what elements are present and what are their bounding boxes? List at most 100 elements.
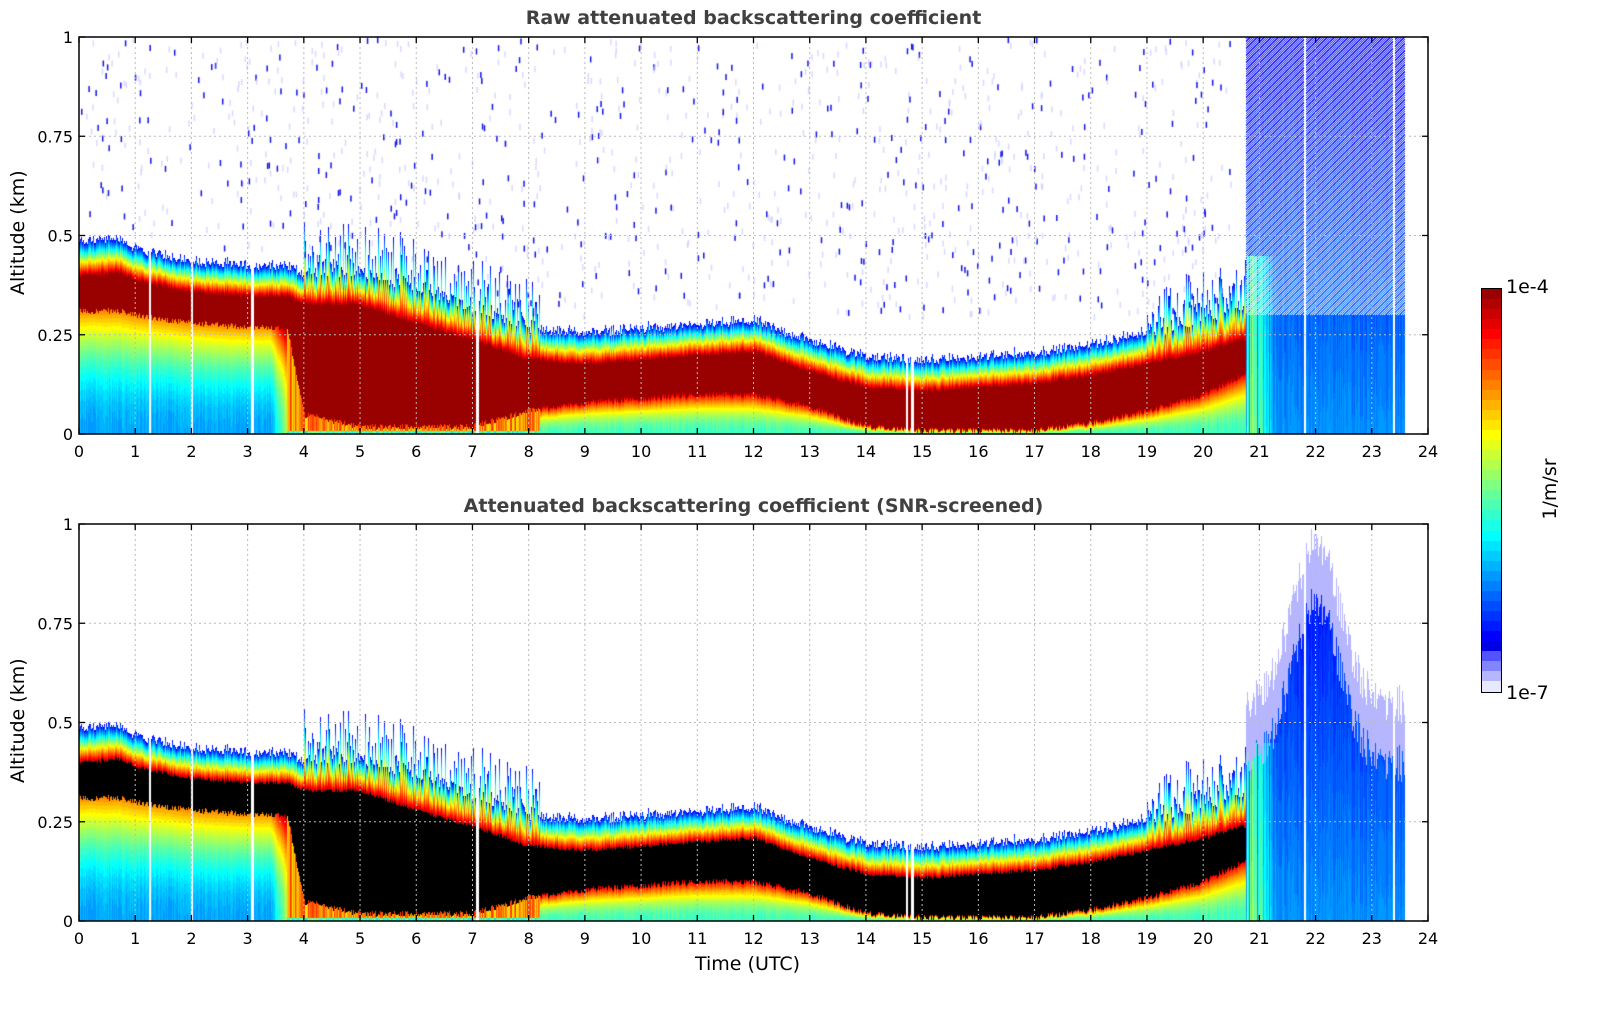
colorbar-step: [1482, 299, 1501, 310]
colorbar-step: [1482, 359, 1501, 370]
y-tick-label: 0: [63, 912, 73, 931]
x-axis-label: Time (UTC): [695, 953, 801, 975]
colorbar-step: [1482, 600, 1501, 611]
colorbar-step: [1482, 399, 1501, 410]
colorbar-step: [1482, 621, 1501, 632]
colorbar-step: [1482, 580, 1501, 591]
y-tick-label: 1: [63, 28, 73, 47]
x-tick-label: 11: [687, 442, 707, 461]
x-tick-label: 8: [524, 442, 534, 461]
x-tick-label: 14: [856, 929, 876, 948]
x-tick-label: 0: [74, 929, 84, 948]
x-tick-label: 18: [1081, 442, 1101, 461]
x-tick-label: 3: [243, 442, 253, 461]
x-tick-label: 19: [1137, 442, 1157, 461]
x-tick-label: 0: [74, 442, 84, 461]
colorbar-step: [1482, 560, 1501, 571]
colorbar-step: [1482, 570, 1501, 581]
x-tick-label: 1: [130, 929, 140, 948]
x-tick-label: 20: [1193, 929, 1213, 948]
x-tick-label: 24: [1418, 442, 1438, 461]
colorbar-step: [1482, 460, 1501, 471]
y-tick-label: 0.75: [37, 127, 73, 146]
x-tick-label: 13: [800, 929, 820, 948]
colorbar-min-label: 1e-7: [1506, 682, 1549, 704]
colorbar-step: [1482, 490, 1501, 501]
x-tick-label: 23: [1362, 929, 1382, 948]
x-tick-label: 13: [800, 442, 820, 461]
colorbar-step: [1482, 379, 1501, 390]
x-tick-label: 6: [411, 929, 421, 948]
colorbar-step: [1482, 641, 1501, 652]
x-tick-label: 22: [1305, 929, 1325, 948]
x-tick-label: 19: [1137, 929, 1157, 948]
y-tick-label: 0.75: [37, 614, 73, 633]
x-tick-label: 16: [968, 929, 988, 948]
y-tick-label: 0.5: [48, 714, 73, 733]
colorbar-step: [1482, 631, 1501, 642]
colorbar-step: [1482, 369, 1501, 380]
y-tick-label: 1: [63, 515, 73, 534]
x-tick-label: 4: [299, 929, 309, 948]
y-tick-label: 0.25: [37, 813, 73, 832]
colorbar-step: [1482, 329, 1501, 340]
colorbar: [1481, 288, 1502, 693]
x-tick-label: 5: [355, 442, 365, 461]
x-tick-label: 4: [299, 442, 309, 461]
x-tick-label: 7: [467, 929, 477, 948]
colorbar-step: [1482, 671, 1501, 682]
colorbar-step: [1482, 520, 1501, 531]
colorbar-step: [1482, 450, 1501, 461]
x-tick-label: 3: [243, 929, 253, 948]
colorbar-step: [1482, 661, 1501, 672]
colorbar-step: [1482, 480, 1501, 491]
colorbar-step: [1482, 289, 1501, 300]
y-tick-label: 0.25: [37, 326, 73, 345]
x-tick-label: 12: [743, 442, 763, 461]
x-tick-label: 21: [1249, 929, 1269, 948]
colorbar-step: [1482, 500, 1501, 511]
y-tick-label: 0: [63, 425, 73, 444]
colorbar-unit-label: 1/m/sr: [1539, 458, 1561, 520]
colorbar-step: [1482, 409, 1501, 420]
y-tick-label: 0.5: [48, 227, 73, 246]
colorbar-step: [1482, 429, 1501, 440]
x-tick-label: 23: [1362, 442, 1382, 461]
x-tick-label: 20: [1193, 442, 1213, 461]
colorbar-step: [1482, 389, 1501, 400]
colorbar-step: [1482, 319, 1501, 330]
x-tick-label: 6: [411, 442, 421, 461]
x-tick-label: 7: [467, 442, 477, 461]
x-tick-label: 2: [186, 929, 196, 948]
x-tick-label: 15: [912, 929, 932, 948]
colorbar-step: [1482, 681, 1501, 692]
colorbar-step: [1482, 510, 1501, 521]
colorbar-step: [1482, 339, 1501, 350]
colorbar-step: [1482, 309, 1501, 320]
colorbar-step: [1482, 470, 1501, 481]
x-tick-label: 10: [631, 929, 651, 948]
colorbar-step: [1482, 611, 1501, 622]
x-tick-label: 21: [1249, 442, 1269, 461]
x-tick-label: 24: [1418, 929, 1438, 948]
colorbar-step: [1482, 590, 1501, 601]
colorbar-step: [1482, 419, 1501, 430]
x-tick-label: 9: [580, 929, 590, 948]
panel-title-raw: Raw attenuated backscattering coefficien…: [525, 7, 982, 29]
x-tick-label: 8: [524, 929, 534, 948]
x-tick-label: 16: [968, 442, 988, 461]
x-tick-label: 1: [130, 442, 140, 461]
x-tick-label: 12: [743, 929, 763, 948]
x-tick-label: 2: [186, 442, 196, 461]
x-tick-label: 5: [355, 929, 365, 948]
panel-title-screened: Attenuated backscattering coefficient (S…: [463, 495, 1044, 517]
x-tick-label: 11: [687, 929, 707, 948]
colorbar-step: [1482, 439, 1501, 450]
x-tick-label: 14: [856, 442, 876, 461]
x-tick-label: 22: [1305, 442, 1325, 461]
x-tick-label: 17: [1024, 442, 1044, 461]
colorbar-step: [1482, 550, 1501, 561]
x-tick-label: 9: [580, 442, 590, 461]
x-tick-label: 18: [1081, 929, 1101, 948]
